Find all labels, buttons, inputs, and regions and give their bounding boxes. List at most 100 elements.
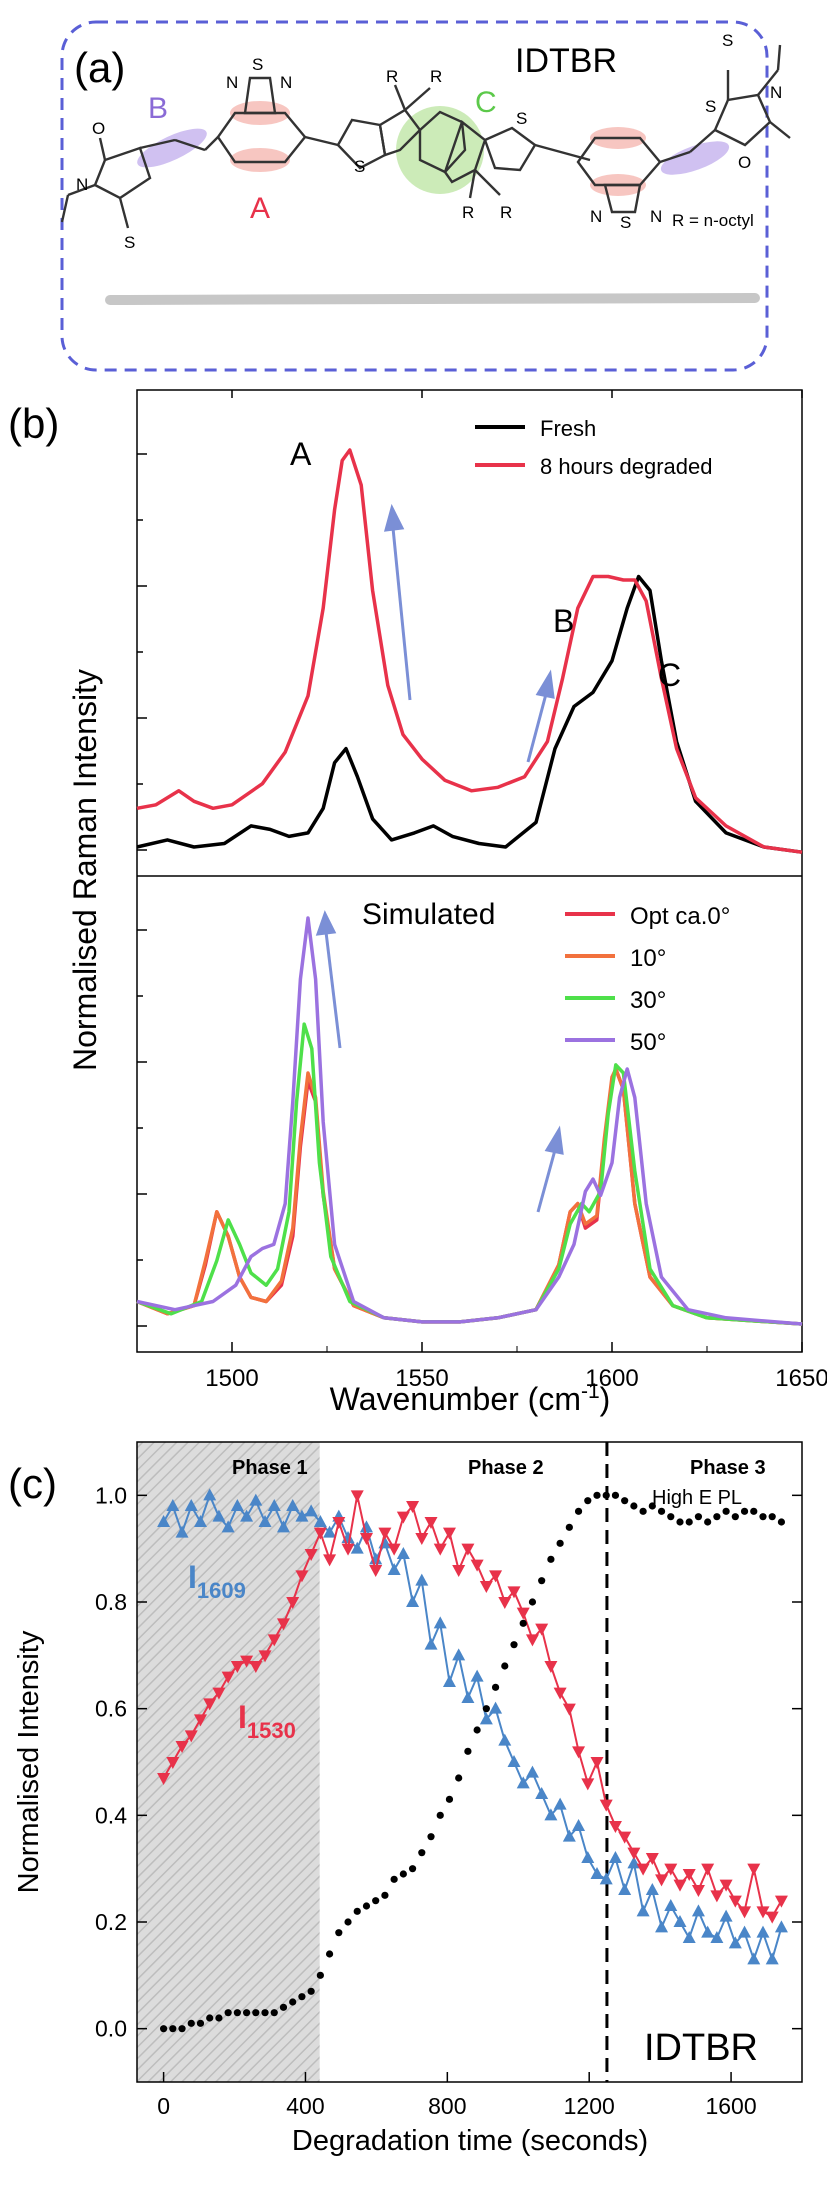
x-tick-label: 1600	[705, 2093, 756, 2119]
point-i1609	[728, 1936, 742, 1949]
point-i1609	[590, 1867, 604, 1879]
point-i1609	[765, 1952, 779, 1965]
atom-n: N	[76, 175, 88, 194]
point-i1530	[682, 1869, 696, 1881]
series-line-sim-50deg	[136, 916, 803, 1326]
point-i1609	[359, 1520, 373, 1533]
point-i1609	[286, 1499, 300, 1511]
point-high-e-pl	[630, 1502, 638, 1510]
point-i1609	[608, 1851, 622, 1863]
arrow-head	[535, 669, 555, 699]
atom-r: R	[386, 67, 398, 86]
panel-b-y-ticks	[137, 453, 147, 1327]
atom-n: N	[650, 207, 662, 226]
point-i1530	[249, 1661, 263, 1673]
point-high-e-pl	[418, 1849, 426, 1857]
point-high-e-pl	[501, 1662, 509, 1670]
atom-r: R	[430, 67, 442, 86]
panel-a-dashed-frame	[60, 20, 769, 372]
arrow-a-simulated	[324, 931, 342, 1049]
point-high-e-pl	[491, 1683, 500, 1691]
legend-label-fresh: Fresh	[540, 416, 596, 441]
point-i1609	[249, 1493, 263, 1506]
right-cyclopenta	[443, 120, 487, 184]
point-i1609	[350, 1541, 364, 1554]
point-i1609	[673, 1915, 687, 1927]
panel-b: (b) 1500 1550 1600 1650 Normalised Raman In…	[8, 389, 827, 1417]
unit-label-c: C	[475, 86, 497, 119]
point-high-e-pl	[722, 1507, 730, 1515]
point-i1530	[323, 1554, 337, 1567]
point-high-e-pl	[584, 1497, 592, 1505]
c-x-axis-label: Degradation time (seconds)	[292, 2125, 648, 2157]
atom-r: R	[500, 203, 512, 222]
point-i1530	[544, 1661, 558, 1673]
point-high-e-pl	[233, 2009, 241, 2017]
point-i1609	[636, 1904, 650, 1917]
point-i1609	[313, 1515, 327, 1527]
point-i1530	[212, 1687, 226, 1700]
point-i1530	[359, 1533, 373, 1545]
panel-a-label: (a)	[74, 44, 125, 91]
point-i1609	[424, 1637, 438, 1650]
point-high-e-pl	[408, 1865, 417, 1873]
point-high-e-pl	[298, 1993, 306, 2001]
r-note: R = n-octyl	[672, 211, 754, 230]
atom-n: N	[770, 83, 782, 102]
point-i1609	[221, 1520, 235, 1533]
point-high-e-pl	[353, 1907, 361, 1915]
point-i1530	[627, 1847, 641, 1860]
point-i1609	[747, 1952, 761, 1965]
molecule-structure	[60, 44, 791, 229]
peak-label-a: A	[290, 436, 312, 472]
point-high-e-pl	[261, 2009, 269, 2017]
point-i1609	[525, 1765, 539, 1778]
point-high-e-pl	[270, 2009, 278, 2017]
point-high-e-pl	[713, 1513, 721, 1521]
point-i1530	[442, 1527, 456, 1540]
point-i1609	[489, 1701, 503, 1714]
point-high-e-pl	[455, 1774, 463, 1782]
point-high-e-pl	[445, 1795, 454, 1803]
point-high-e-pl	[704, 1518, 712, 1526]
point-high-e-pl	[667, 1513, 675, 1521]
left-cyclopenta	[378, 108, 422, 157]
point-i1530	[166, 1757, 180, 1769]
panel-b-label: (b)	[8, 400, 59, 447]
point-i1530	[673, 1879, 687, 1892]
point-i1609	[387, 1563, 401, 1575]
atom-o: O	[738, 153, 751, 172]
point-high-e-pl	[639, 1507, 647, 1515]
point-high-e-pl	[731, 1513, 739, 1521]
right-rhodanine-ring	[713, 93, 772, 147]
simulated-title: Simulated	[362, 898, 495, 931]
point-i1530	[221, 1671, 235, 1684]
x-axis-label: Wavenumber (cm-1)	[330, 1380, 611, 1417]
x-tick-label: 1550	[395, 1365, 448, 1392]
point-i1530	[525, 1634, 539, 1647]
point-i1609	[627, 1856, 641, 1869]
point-high-e-pl	[178, 2025, 186, 2033]
atom-s: S	[705, 97, 716, 116]
phase-1-shaded-region	[137, 1442, 320, 2082]
point-i1609	[433, 1616, 447, 1629]
point-i1530	[738, 1906, 752, 1919]
phase-1-label: Phase 1	[232, 1457, 308, 1479]
point-i1609	[618, 1883, 632, 1895]
unit-label-b: B	[148, 92, 168, 125]
simulated-spectra	[136, 916, 803, 1326]
y-tick-label: 0.2	[95, 1909, 127, 1935]
phase-2-label: Phase 2	[468, 1457, 544, 1479]
arrow-b-measured	[526, 693, 548, 763]
panel-c: (c) 0 400 800 1200 1600 0.0 0.2 0.4 0.6 0.8 1.0 P…	[8, 1441, 803, 2157]
panel-a: (a) IDTBR	[60, 20, 791, 372]
point-i1609	[774, 1920, 788, 1933]
point-high-e-pl	[611, 1491, 620, 1499]
point-i1609	[479, 1712, 493, 1725]
point-i1530	[645, 1853, 659, 1865]
simulated-legend: Simulated Opt ca.0° 10° 30° 50°	[362, 898, 730, 1056]
point-i1530	[470, 1559, 484, 1572]
measured-spectra	[136, 448, 803, 854]
point-high-e-pl	[565, 1523, 573, 1531]
point-i1609	[719, 1909, 733, 1922]
